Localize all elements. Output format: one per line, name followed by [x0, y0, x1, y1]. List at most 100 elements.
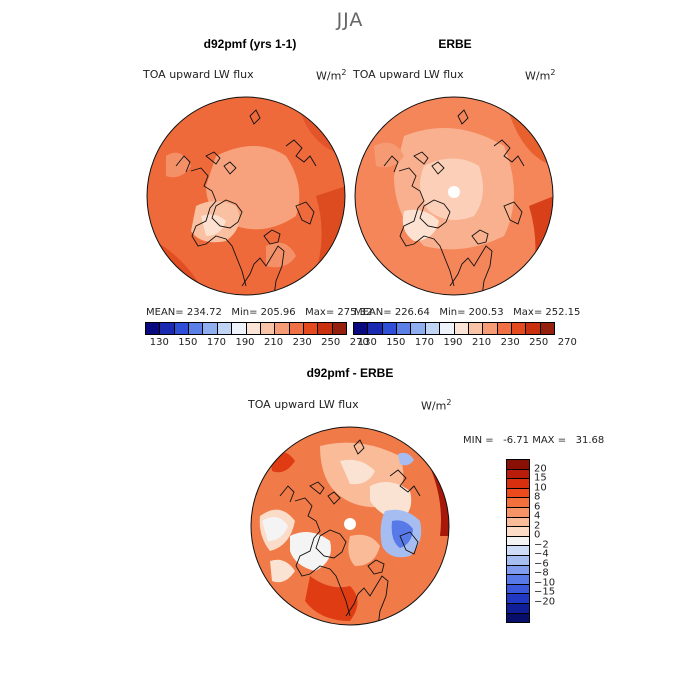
model-colorbar-swatch: [231, 323, 246, 334]
model-coastline: [263, 229, 281, 245]
diff-colorbar-swatch: [507, 583, 529, 594]
obs-map-border: [354, 96, 554, 296]
diff-colorbar-ticks: 20 15 10 8 6 4 2 0 −2 −4 −6 −8 −10 −15 −20: [534, 459, 574, 621]
obs-polar-map: [354, 96, 554, 296]
model-stats: MEAN= 234.72 Min= 205.96 Max= 275.32: [146, 307, 373, 318]
diff-colorbar-tick-label: −10: [534, 577, 556, 589]
obs-coastline: [398, 167, 455, 287]
diff-colorbar-swatch: [507, 487, 529, 498]
model-map-border: [146, 96, 346, 296]
diff-colorbar-tick-label: 20: [534, 463, 547, 475]
diff-colorbar-tick-label: 10: [534, 482, 547, 494]
obs-colorbar-swatch: [439, 323, 454, 334]
diff-colorbar-swatch: [507, 468, 529, 479]
model-coastline: [205, 151, 237, 175]
diff-colorbar-swatch: [507, 593, 529, 603]
model-coastline: [295, 201, 315, 225]
diff-colorbar-tick-label: 8: [534, 491, 541, 503]
diff-coastline: [389, 469, 421, 497]
obs-colorbar-swatch: [396, 323, 411, 334]
model-colorbar-swatch: [245, 323, 260, 334]
obs-colorbar-swatch: [539, 323, 555, 334]
diff-colorbar-swatch: [507, 535, 529, 546]
obs-colorbar-tick-label: 190: [443, 337, 463, 348]
model-coastline: [190, 167, 247, 287]
obs-warm-region: [355, 266, 394, 295]
model-colorbar-swatch: [317, 323, 332, 334]
diff-coastline: [309, 481, 341, 505]
model-colorbar-swatch: [331, 323, 347, 334]
obs-colorbar-tick-label: 210: [472, 337, 492, 348]
diff-pole-hole: [344, 518, 356, 530]
model-colorbar-swatch: [288, 323, 303, 334]
obs-colorbar-tick-label: 170: [414, 337, 434, 348]
obs-colorbar-ticks: 130 150 170 190 210 230 250 270: [353, 337, 577, 351]
model-colorbar: [145, 322, 347, 335]
model-panel-title: d92pmf (yrs 1-1): [203, 37, 297, 51]
obs-colorbar: [353, 322, 555, 335]
obs-colorbar-tick-label: 150: [386, 337, 406, 348]
diff-colorbar-swatch: [507, 516, 529, 527]
diff-colorbar-swatch: [507, 526, 529, 536]
obs-coastline: [419, 199, 451, 229]
diff-colorbar-swatch: [507, 574, 529, 584]
diff-coastline: [345, 575, 389, 625]
model-colorbar-tick-label: 170: [206, 337, 226, 348]
obs-coastline: [493, 139, 525, 167]
model-polar-map: [146, 96, 346, 296]
diff-units-label: W/m2: [421, 398, 452, 413]
diff-colorbar-tick-label: 4: [534, 510, 541, 522]
diff-colorbar-tick-label: 15: [534, 472, 547, 484]
obs-colorbar-swatch: [410, 323, 425, 334]
model-colorbar-swatch: [302, 323, 318, 334]
diff-colorbar-tick-label: −8: [534, 567, 549, 579]
diff-colorbar-swatch: [507, 554, 529, 565]
diff-coastline: [315, 529, 347, 559]
model-colorbar-swatch: [146, 323, 160, 334]
obs-coastline: [383, 155, 399, 173]
obs-colorbar-swatch: [453, 323, 468, 334]
diff-coastline: [399, 531, 419, 555]
diff-colorbar-swatch: [507, 545, 529, 555]
obs-units-label: W/m2: [525, 68, 556, 83]
obs-variable-label: TOA upward LW flux: [353, 68, 464, 81]
model-cool-region: [166, 152, 191, 178]
obs-panel-title: ERBE: [438, 37, 472, 51]
diff-colorbar-swatch: [507, 460, 529, 469]
diff-panel-title: d92pmf - ERBE: [306, 366, 394, 380]
diff-coastline: [294, 497, 351, 617]
model-colorbar-swatch: [173, 323, 189, 334]
obs-coastline: [503, 201, 523, 225]
diff-negative-region: [391, 520, 413, 548]
model-coastline: [241, 245, 285, 295]
obs-colorbar-swatch: [482, 323, 497, 334]
model-coastline: [249, 109, 261, 125]
model-colorbar-ticks: 130 150 170 190 210 230 250 270: [145, 337, 369, 351]
diff-warm-region: [305, 576, 358, 621]
diff-colorbar-tick-label: −6: [534, 558, 549, 570]
diff-colorbar: [506, 459, 530, 623]
obs-colorbar-swatch: [354, 323, 368, 334]
obs-colorbar-swatch: [496, 323, 511, 334]
diff-colorbar-swatch: [507, 564, 529, 575]
diff-colorbar-tick-label: −4: [534, 548, 549, 560]
obs-colorbar-tick-label: 270: [557, 337, 577, 348]
obs-colorbar-swatch: [367, 323, 382, 334]
model-cool-region: [266, 242, 296, 268]
model-colorbar-swatch: [159, 323, 174, 334]
obs-colorbar-tick-label: 130: [357, 337, 377, 348]
model-colorbar-tick-label: 210: [264, 337, 284, 348]
model-colorbar-tick-label: 190: [235, 337, 255, 348]
model-units-label: W/m2: [316, 68, 347, 83]
diff-colorbar-swatch: [507, 602, 529, 613]
obs-colorbar-swatch: [510, 323, 526, 334]
obs-coastline: [449, 245, 493, 295]
diff-map-border: [250, 426, 450, 626]
model-coastline: [211, 199, 243, 229]
model-colorbar-tick-label: 270: [349, 337, 369, 348]
model-coastline: [285, 139, 317, 167]
obs-stats: MEAN= 226.64 Min= 200.53 Max= 252.15: [354, 307, 581, 318]
model-colorbar-tick-label: 130: [149, 337, 169, 348]
diff-light-region: [262, 517, 288, 541]
diff-stats: MIN = -6.71 MAX = 31.68: [463, 435, 605, 446]
